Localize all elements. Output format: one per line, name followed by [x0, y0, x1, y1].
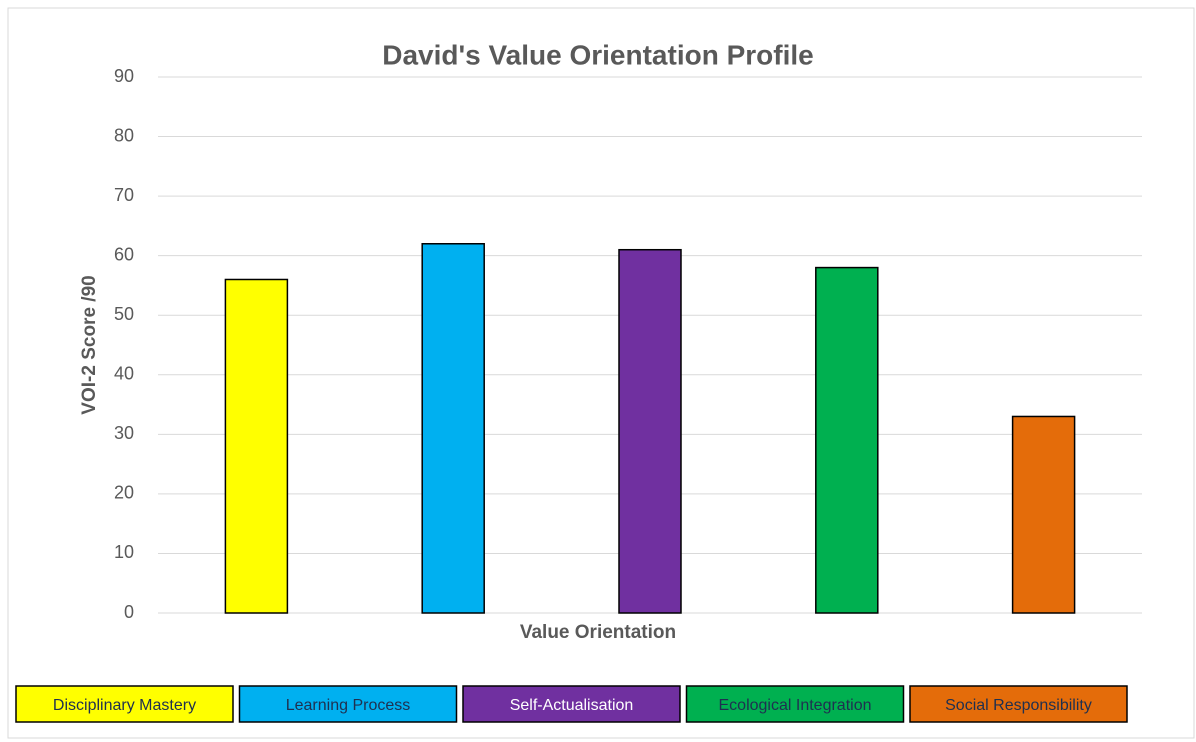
- x-axis-label: Value Orientation: [520, 622, 676, 643]
- legend-label: Social Responsibility: [945, 697, 1092, 714]
- y-tick-label: 20: [114, 483, 134, 503]
- legend-swatch: [238, 685, 458, 723]
- y-tick-label: 0: [124, 602, 134, 622]
- y-tick-label: 40: [114, 364, 134, 384]
- y-tick-label: 50: [114, 304, 134, 324]
- y-tick-label: 70: [114, 185, 134, 205]
- legend-label: Learning Process: [286, 697, 411, 714]
- legend-label: Self-Actualisation: [510, 697, 634, 714]
- legend-label: Ecological Integration: [719, 697, 872, 714]
- bar: [815, 266, 879, 614]
- y-tick-label: 60: [114, 244, 134, 264]
- bar: [224, 278, 289, 614]
- bar: [1011, 415, 1076, 614]
- bar: [421, 243, 485, 614]
- y-tick-label: 30: [114, 423, 134, 443]
- y-tick-label: 90: [114, 66, 134, 86]
- legend-swatch: [909, 685, 1128, 723]
- y-tick-label: 80: [114, 125, 134, 145]
- chart-title: David's Value Orientation Profile: [382, 39, 813, 70]
- legend-swatch: [15, 685, 234, 723]
- bar: [618, 248, 682, 614]
- legend-swatch: [685, 685, 905, 723]
- legend-label: Disciplinary Mastery: [53, 697, 196, 714]
- legend-swatch: [462, 685, 681, 723]
- y-tick-label: 10: [114, 542, 134, 562]
- y-axis-label: VOI-2 Score /90: [79, 275, 100, 414]
- chart-frame: [7, 7, 1195, 739]
